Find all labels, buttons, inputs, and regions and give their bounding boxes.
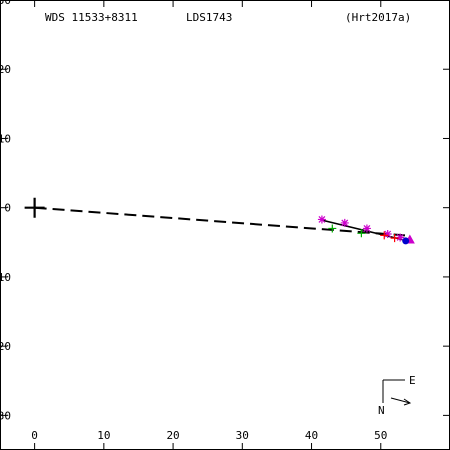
- y-tick-label: -10: [0, 271, 11, 284]
- observation-plus-marker: [328, 224, 337, 233]
- x-tick-label: 50: [374, 429, 387, 442]
- x-tick-label: 30: [236, 429, 249, 442]
- compass-east-label: E: [409, 374, 416, 387]
- observation-plus-marker: [380, 231, 389, 240]
- x-tick-label: 0: [31, 429, 38, 442]
- header-system: WDS 11533+8311: [45, 11, 138, 24]
- header-discoverer: LDS1743: [186, 11, 232, 24]
- y-tick-label: 0: [4, 202, 11, 215]
- primary-star-cross: [24, 197, 45, 218]
- observation-plus-marker: [390, 234, 399, 243]
- observation-asterisk-marker: [340, 218, 349, 227]
- observation-asterisk-marker: [396, 233, 405, 242]
- orbit-track: [321, 219, 406, 242]
- line-of-nodes: [34, 206, 406, 237]
- y-tick-label: 30: [0, 0, 11, 7]
- observation-asterisk-marker: [383, 230, 392, 238]
- x-tick-label: 40: [305, 429, 318, 442]
- header-orbit-reference: (Hrt2017a): [345, 11, 411, 24]
- observation-asterisk-marker: [317, 215, 326, 224]
- compass-north-label: N: [378, 404, 385, 417]
- x-tick-label: 20: [166, 429, 179, 442]
- compass-indicator: E N: [378, 374, 416, 417]
- x-tick-label: 10: [97, 429, 110, 442]
- observation-points: [317, 215, 415, 245]
- y-tick-label: 20: [0, 63, 11, 76]
- y-tick-label: -30: [0, 409, 11, 422]
- motion-arrow-head: [403, 398, 412, 406]
- orbit-lines: [34, 206, 406, 242]
- observation-dot-marker: [402, 237, 410, 245]
- y-tick-label: 10: [0, 132, 11, 145]
- observation-plus-marker: [357, 229, 366, 238]
- motion-arrow-shaft: [390, 397, 411, 404]
- primary-star-marker: [24, 197, 45, 218]
- y-tick-label: -20: [0, 340, 11, 353]
- axis-tick-labels: 0 10 20 30 40 50 -30 -20 -10 0 10 20 30: [0, 0, 387, 442]
- observation-asterisk-marker: [362, 224, 371, 233]
